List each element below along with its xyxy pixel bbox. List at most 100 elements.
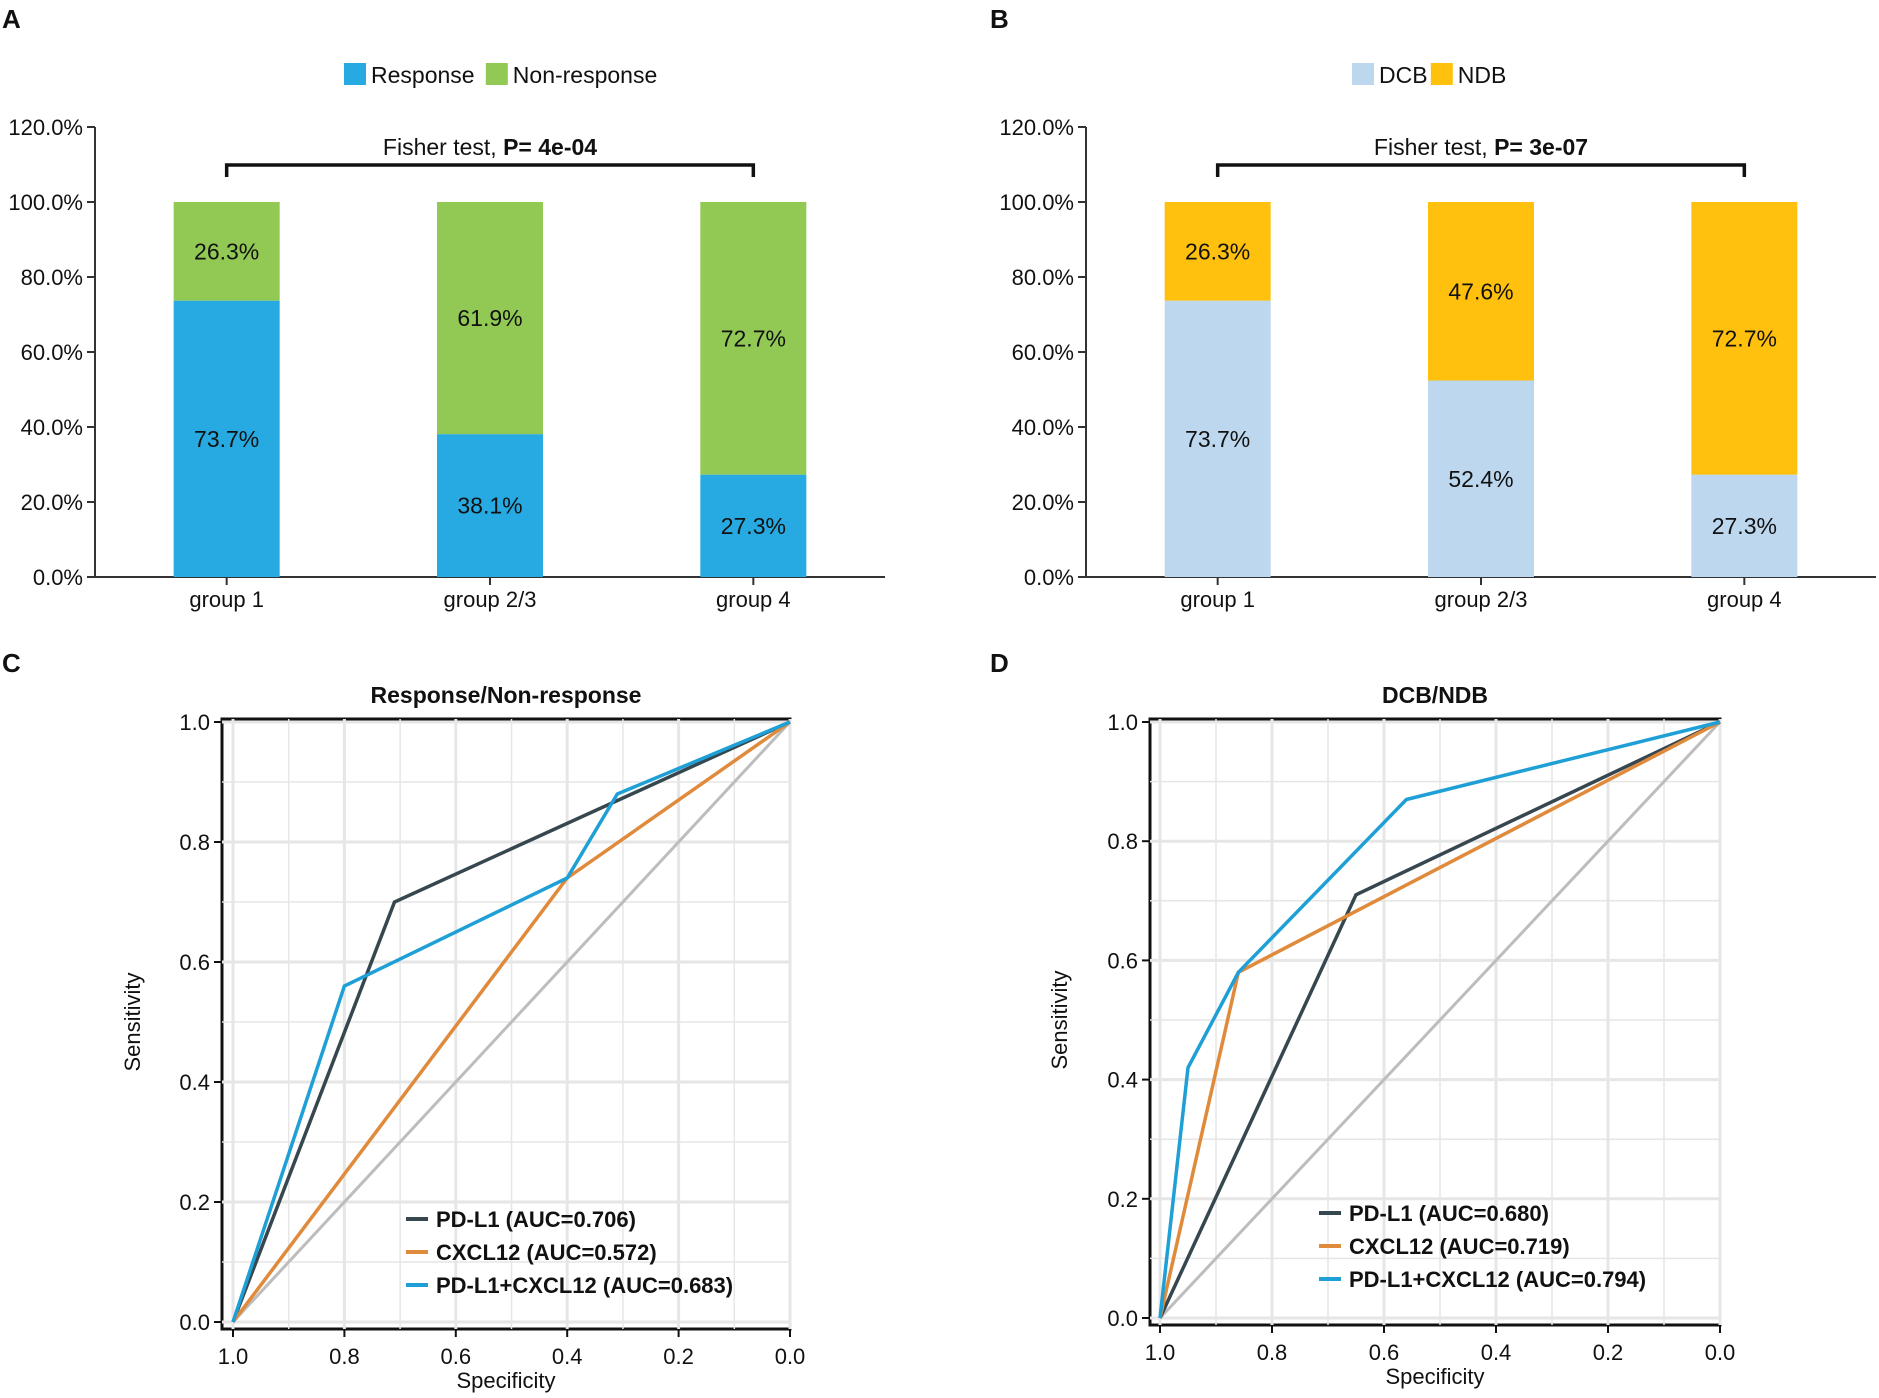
x-tick-label: 0.6 [1369, 1340, 1400, 1365]
y-tick-label: 60.0% [21, 340, 83, 365]
y-axis-label: Sensitivity [120, 972, 145, 1071]
reference-diagonal [1158, 720, 1722, 1320]
p-value: P= 3e-07 [1494, 134, 1588, 160]
p-value: P= 4e-04 [503, 134, 597, 160]
y-tick-label: 0.2 [179, 1190, 210, 1215]
x-tick-label: 0.8 [329, 1344, 360, 1369]
legend-label: PD-L1 (AUC=0.680) [1349, 1201, 1549, 1226]
x-axis-label: Specificity [1385, 1364, 1484, 1389]
bar-value-label: 52.4% [1448, 466, 1513, 492]
y-tick-label: 100.0% [8, 190, 83, 215]
bar-value-label: 26.3% [1185, 238, 1250, 264]
y-tick-label: 0.4 [179, 1070, 210, 1095]
bar-response [700, 474, 807, 577]
y-tick-label: 80.0% [21, 265, 83, 290]
y-tick-label: 40.0% [1012, 415, 1074, 440]
chart-title: Response/Non-response [371, 682, 642, 708]
bar-value-label: 27.3% [1712, 513, 1777, 539]
x-tick-label: 0.6 [441, 1344, 472, 1369]
bar-value-label: 47.6% [1448, 278, 1513, 304]
y-tick-label: 0.8 [1107, 829, 1138, 854]
legend-label: PD-L1+CXCL12 (AUC=0.683) [436, 1273, 733, 1298]
x-tick-label: group 1 [189, 587, 264, 612]
legend-label: DCB [1379, 62, 1428, 88]
y-tick-label: 0.0 [179, 1310, 210, 1335]
x-tick-label: 1.0 [218, 1344, 249, 1369]
panel-letter-d: D [990, 648, 1009, 678]
legend-swatch [1352, 63, 1374, 85]
y-tick-label: 0.0% [1024, 565, 1074, 590]
y-tick-label: 0.0 [1107, 1306, 1138, 1331]
chart-title: DCB/NDB [1382, 682, 1488, 708]
bar-ndb [1164, 202, 1271, 301]
significance-bracket [224, 163, 756, 177]
roc-line-pd-l1 [1158, 720, 1721, 1319]
x-tick-label: group 1 [1180, 587, 1255, 612]
legend-label: Response [371, 62, 475, 88]
fisher-test-label: Fisher test, [383, 134, 503, 160]
legend-swatch [1430, 63, 1453, 85]
y-tick-label: 0.4 [1107, 1068, 1138, 1093]
bar-dcb [1428, 380, 1534, 577]
bar-value-label: 73.7% [194, 426, 259, 452]
x-tick-label: group 2/3 [1435, 587, 1528, 612]
bar-non-response [437, 202, 543, 435]
y-tick-label: 20.0% [1012, 490, 1074, 515]
y-axis-label: Sensitivity [1047, 970, 1072, 1069]
legend-swatch [485, 63, 508, 85]
roc-line-pd-l1-cxcl12 [1158, 720, 1721, 1319]
x-tick-label: group 2/3 [444, 587, 537, 612]
plot-frame [220, 717, 792, 1331]
panel-letter-c: C [2, 648, 21, 678]
bar-value-label: 73.7% [1185, 426, 1250, 452]
y-tick-label: 100.0% [999, 190, 1074, 215]
y-tick-label: 20.0% [21, 490, 83, 515]
x-axis-label: Specificity [456, 1368, 555, 1393]
y-tick-label: 40.0% [21, 415, 83, 440]
x-tick-label: 0.8 [1257, 1340, 1288, 1365]
legend-label: PD-L1 (AUC=0.706) [436, 1207, 636, 1232]
y-tick-label: 0.0% [33, 565, 83, 590]
x-tick-label: group 4 [1707, 587, 1782, 612]
y-tick-label: 60.0% [1012, 340, 1074, 365]
fisher-test-annotation: Fisher test, P= 4e-04 [383, 134, 597, 160]
panel-letter-a: A [2, 4, 21, 34]
y-tick-label: 120.0% [999, 115, 1074, 140]
y-tick-label: 0.8 [179, 830, 210, 855]
legend-swatch [344, 63, 366, 85]
x-tick-label: group 4 [716, 587, 791, 612]
roc-line-pd-l1 [231, 720, 791, 1323]
y-tick-label: 120.0% [8, 115, 83, 140]
bar-value-label: 61.9% [457, 305, 522, 331]
bar-ndb [1691, 202, 1798, 475]
bar-value-label: 38.1% [457, 493, 522, 519]
y-tick-label: 0.6 [1107, 948, 1138, 973]
bar-response [173, 300, 280, 577]
x-tick-label: 0.4 [552, 1344, 583, 1369]
bar-value-label: 27.3% [721, 513, 786, 539]
y-tick-label: 1.0 [179, 710, 210, 735]
bar-response [437, 434, 543, 577]
x-tick-label: 0.2 [663, 1344, 694, 1369]
y-tick-label: 1.0 [1107, 710, 1138, 735]
legend-label: Non-response [513, 62, 657, 88]
bar-value-label: 72.7% [1712, 325, 1777, 351]
y-tick-label: 80.0% [1012, 265, 1074, 290]
bar-value-label: 72.7% [721, 325, 786, 351]
x-tick-label: 0.4 [1481, 1340, 1512, 1365]
legend-label: NDB [1458, 62, 1507, 88]
x-tick-label: 0.0 [775, 1344, 806, 1369]
legend-label: CXCL12 (AUC=0.572) [436, 1240, 657, 1265]
y-tick-label: 0.2 [1107, 1187, 1138, 1212]
significance-bracket [1215, 163, 1747, 177]
bar-ndb [1428, 202, 1534, 381]
bar-dcb [1691, 474, 1798, 577]
x-tick-label: 0.0 [1705, 1340, 1736, 1365]
bar-value-label: 26.3% [194, 238, 259, 264]
plot-frame [1148, 717, 1722, 1327]
fisher-test-label: Fisher test, [1374, 134, 1494, 160]
bar-non-response [700, 202, 807, 475]
